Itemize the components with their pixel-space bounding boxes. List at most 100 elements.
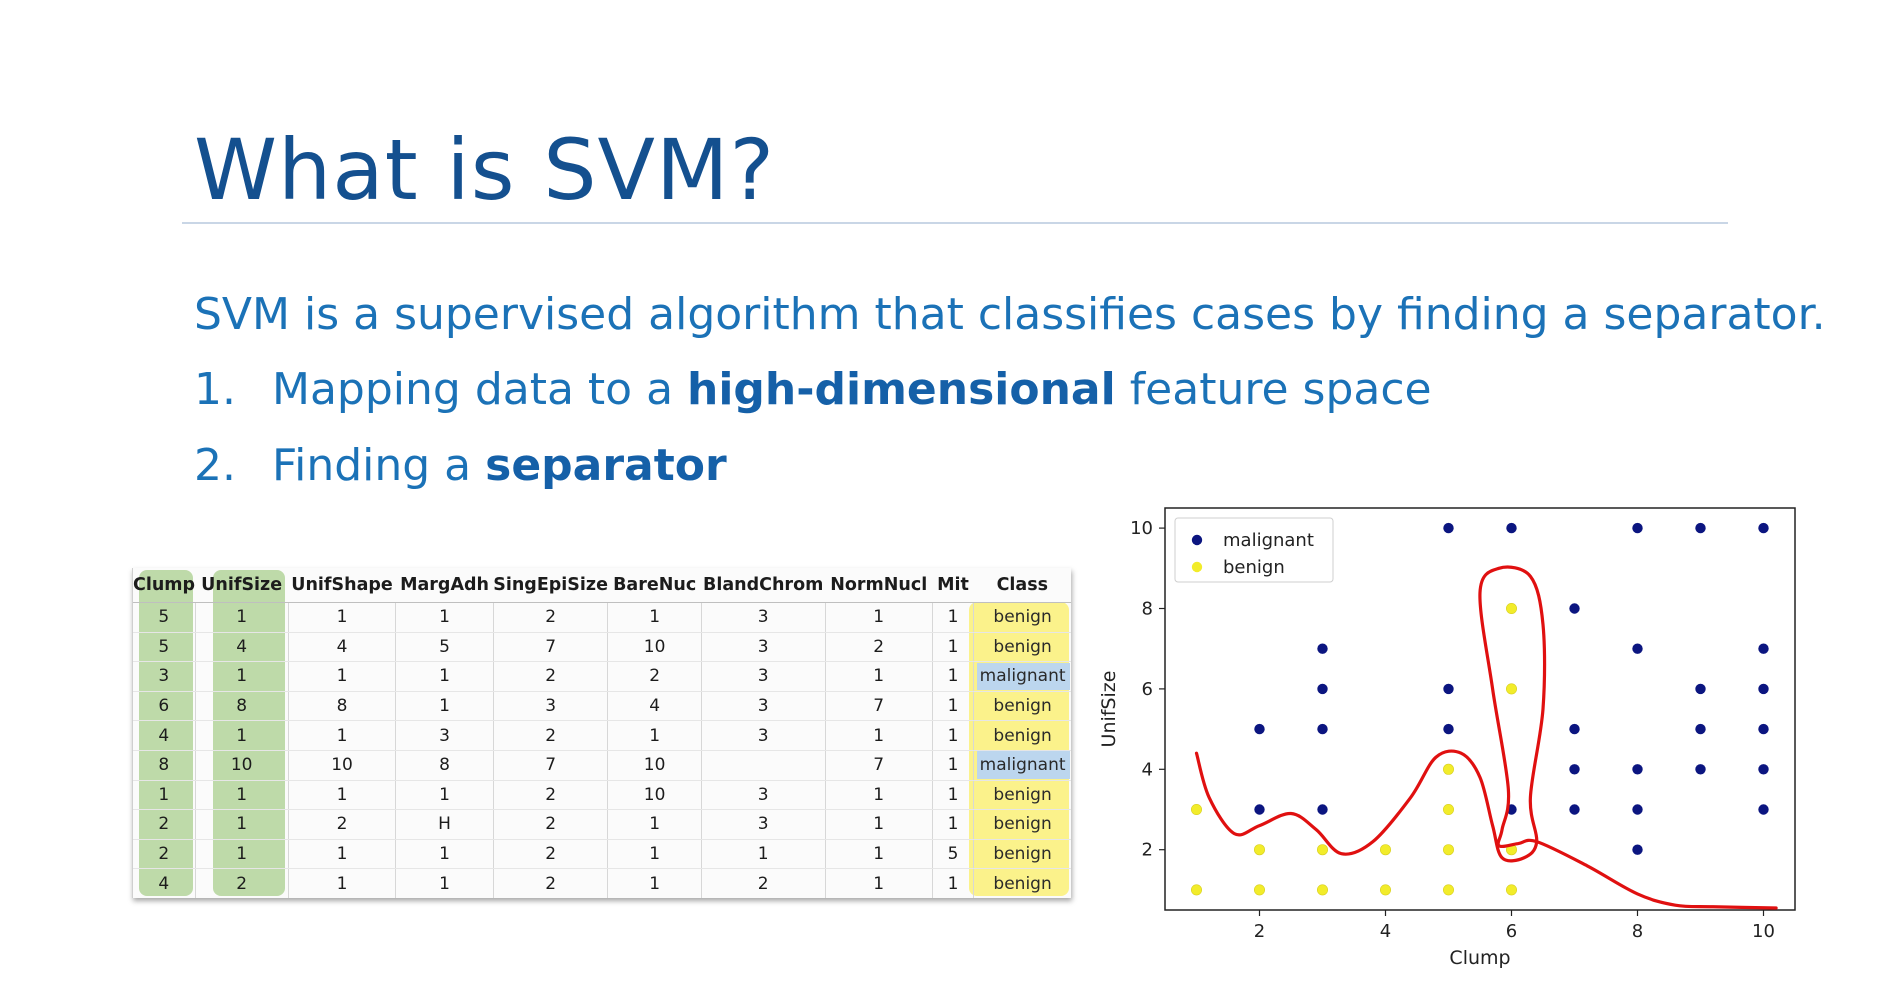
dataset-table-panel: Clump UnifSize UnifShape MargAdh SingEpiSize… xyxy=(132,568,1071,898)
scatter-point-benign xyxy=(1505,683,1517,695)
table-cell-blandchrom: 3 xyxy=(701,720,826,751)
table-cell-clump: 2 xyxy=(133,809,196,840)
column-header-normnucl: NormNucl xyxy=(825,568,933,603)
column-header-mit: Mit xyxy=(932,568,974,603)
x-tick-label: 8 xyxy=(1632,921,1643,942)
table-row: 1 1 1 1 2 10 3 1 1 benign xyxy=(133,780,1071,811)
table-cell-mit: 1 xyxy=(932,632,975,663)
step-2-number: 2. xyxy=(194,440,236,491)
table-cell-class: benign xyxy=(973,691,1071,722)
table-cell-class: benign xyxy=(973,602,1071,633)
table-cell-barenuc: 4 xyxy=(607,691,702,722)
table-cell-margadh: 1 xyxy=(395,602,494,633)
table-cell-mit: 1 xyxy=(932,691,975,722)
column-header-class: Class xyxy=(973,568,1071,603)
x-tick-label: 10 xyxy=(1752,921,1775,942)
table-cell-normnucl: 1 xyxy=(825,661,933,692)
scatter-point-malignant xyxy=(1758,764,1769,775)
table-cell-class: benign xyxy=(973,720,1071,751)
step-2-text: Finding a xyxy=(272,440,486,491)
scatter-point-malignant xyxy=(1254,804,1265,815)
table-cell-unifshape: 1 xyxy=(288,720,397,751)
table-cell-clump: 2 xyxy=(133,839,196,870)
y-tick-label: 6 xyxy=(1142,679,1153,700)
column-header-blandchrom: BlandChrom xyxy=(701,568,826,603)
table-cell-blandchrom xyxy=(701,750,826,781)
table-cell-unifshape: 1 xyxy=(288,868,397,898)
table-cell-normnucl: 1 xyxy=(825,809,933,840)
table-cell-singepisize: 2 xyxy=(493,780,609,811)
slide-title: What is SVM? xyxy=(194,121,776,219)
table-cell-unifshape: 2 xyxy=(288,809,397,840)
table-cell-barenuc: 1 xyxy=(607,809,702,840)
table-cell-normnucl: 1 xyxy=(825,780,933,811)
step-1-text-end: feature space xyxy=(1115,364,1432,415)
table-cell-barenuc: 10 xyxy=(607,780,702,811)
legend-marker-benign xyxy=(1191,561,1203,573)
scatter-point-malignant xyxy=(1758,804,1769,815)
step-1-number: 1. xyxy=(194,364,236,415)
table-cell-margadh: 1 xyxy=(395,868,494,898)
scatter-point-malignant xyxy=(1632,522,1643,534)
scatter-point-malignant xyxy=(1317,804,1328,815)
table-cell-unifshape: 1 xyxy=(288,602,397,633)
scatter-point-malignant xyxy=(1506,522,1517,534)
table-cell-singepisize: 2 xyxy=(493,809,609,840)
y-tick-label: 8 xyxy=(1142,599,1153,620)
table-cell-barenuc: 2 xyxy=(607,661,702,692)
legend-label-benign: benign xyxy=(1223,557,1285,578)
scatter-point-benign xyxy=(1191,803,1203,815)
table-cell-class: malignant xyxy=(973,750,1071,781)
scatter-point-benign xyxy=(1442,803,1454,815)
table-cell-class: benign xyxy=(973,632,1071,663)
table-cell-unifsize: 4 xyxy=(195,632,289,663)
scatter-point-malignant xyxy=(1632,764,1643,775)
legend-marker-malignant xyxy=(1191,534,1203,546)
scatter-point-benign xyxy=(1505,884,1517,896)
table-cell-mit: 1 xyxy=(932,661,975,692)
table-row: 6 8 8 1 3 4 3 7 1 benign xyxy=(133,691,1071,722)
scatter-point-benign xyxy=(1379,884,1391,896)
table-cell-blandchrom: 3 xyxy=(701,632,826,663)
scatter-point-benign xyxy=(1442,844,1454,856)
table-cell-normnucl: 2 xyxy=(825,632,933,663)
column-header-unifsize: UnifSize xyxy=(195,568,289,603)
scatter-point-malignant xyxy=(1569,764,1580,775)
table-cell-margadh: 3 xyxy=(395,720,494,751)
scatter-point-malignant xyxy=(1758,723,1769,735)
table-cell-margadh: 1 xyxy=(395,780,494,811)
table-cell-barenuc: 10 xyxy=(607,632,702,663)
table-cell-class: benign xyxy=(973,868,1071,898)
x-tick-label: 4 xyxy=(1380,921,1391,942)
table-cell-mit: 1 xyxy=(932,809,975,840)
table-cell-unifsize: 1 xyxy=(195,602,289,633)
scatter-point-malignant xyxy=(1695,522,1706,534)
table-cell-unifsize: 1 xyxy=(195,780,289,811)
table-cell-unifshape: 1 xyxy=(288,661,397,692)
y-tick-label: 2 xyxy=(1142,840,1153,861)
legend-box xyxy=(1174,517,1334,583)
x-tick-label: 2 xyxy=(1254,921,1265,942)
table-cell-singepisize: 2 xyxy=(493,720,609,751)
table-cell-normnucl: 1 xyxy=(825,868,933,898)
table-row: 2 1 2 H 2 1 3 1 1 benign xyxy=(133,809,1071,840)
table-cell-margadh: 8 xyxy=(395,750,494,781)
table-cell-unifsize: 1 xyxy=(195,809,289,840)
scatter-point-benign xyxy=(1379,844,1391,856)
table-row: 4 1 1 3 2 1 3 1 1 benign xyxy=(133,720,1071,751)
table-cell-margadh: 1 xyxy=(395,691,494,722)
table-cell-barenuc: 1 xyxy=(607,839,702,870)
svm-scatter-chart: 2 4 6 8 10 2 4 6 8 10 Clump UnifSize malignant benign xyxy=(1098,507,1796,969)
table-cell-mit: 1 xyxy=(932,868,975,898)
table-cell-clump: 3 xyxy=(133,661,196,692)
scatter-point-benign xyxy=(1505,603,1517,615)
table-cell-unifshape: 8 xyxy=(288,691,397,722)
scatter-point-malignant xyxy=(1695,683,1706,695)
table-cell-clump: 1 xyxy=(133,780,196,811)
table-cell-class: benign xyxy=(973,780,1071,811)
scatter-point-malignant xyxy=(1758,683,1769,695)
scatter-point-malignant xyxy=(1443,683,1454,695)
column-header-margadh: MargAdh xyxy=(395,568,494,603)
table-cell-unifshape: 4 xyxy=(288,632,397,663)
